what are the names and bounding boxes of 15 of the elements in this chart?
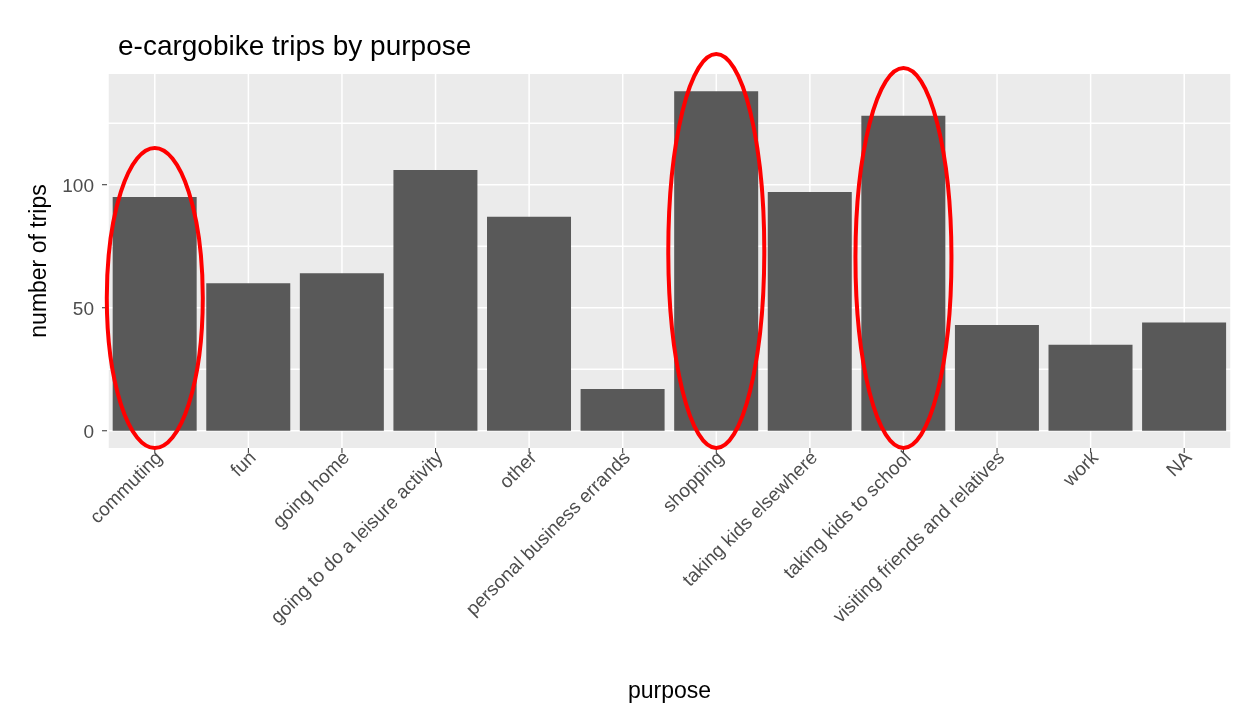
- x-axis-title: purpose: [627, 677, 712, 703]
- y-axis-title: number of trips: [25, 184, 52, 338]
- bar: [299, 273, 384, 431]
- y-tick-label: 0: [83, 420, 94, 442]
- bar: [393, 169, 478, 431]
- x-tick-label: NA: [1162, 446, 1196, 481]
- x-tick-label: fun: [226, 446, 260, 481]
- bar: [487, 216, 572, 431]
- bar: [1048, 344, 1133, 431]
- y-tick-label: 50: [72, 297, 94, 319]
- chart-title: e-cargobike trips by purpose: [118, 30, 472, 62]
- bar: [954, 324, 1039, 431]
- bar: [1142, 322, 1227, 431]
- y-tick-label: 100: [62, 174, 94, 196]
- bar: [580, 388, 665, 431]
